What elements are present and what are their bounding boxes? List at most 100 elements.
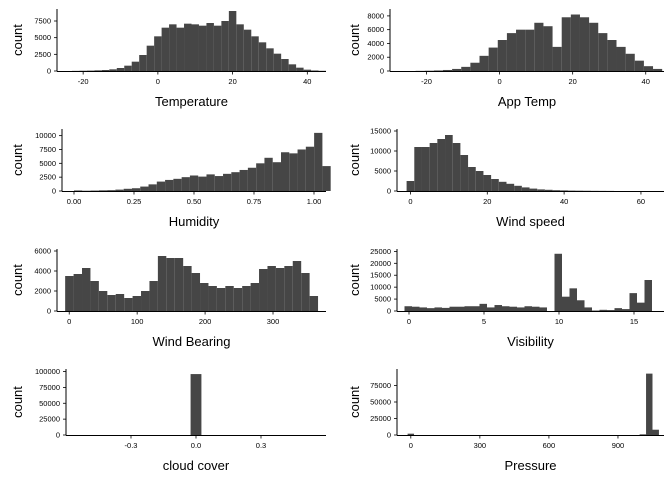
histogram-bar <box>314 132 323 192</box>
histogram-bar <box>73 274 83 311</box>
histogram-bar <box>123 188 132 191</box>
histogram-bar <box>452 143 461 191</box>
histogram-bar <box>457 306 465 311</box>
histogram-bar <box>543 26 553 71</box>
histogram-bar <box>470 62 480 71</box>
histogram-bar <box>625 53 635 71</box>
x-tick-label: -0.3 <box>125 441 138 450</box>
histogram-bar <box>437 139 446 191</box>
histogram-bar <box>292 261 302 311</box>
histogram-bar <box>570 14 580 71</box>
histogram-bar <box>225 286 234 311</box>
y-tick-label: 0 <box>387 187 391 196</box>
histogram-bar <box>190 374 202 435</box>
x-tick-label: 0.00 <box>67 197 82 206</box>
histogram-bar <box>592 310 600 312</box>
y-tick-label: 2500 <box>34 50 51 59</box>
histogram-bar <box>161 27 170 72</box>
histogram-bar <box>544 189 553 191</box>
histogram-bar <box>256 163 265 191</box>
histogram-bar <box>475 171 484 191</box>
histogram-bar <box>487 307 495 311</box>
histogram-bar <box>584 307 592 311</box>
histogram-bar <box>132 296 142 311</box>
x-tick-label: 900 <box>612 441 625 450</box>
histogram-bar <box>86 70 95 72</box>
histogram-bar <box>537 189 545 191</box>
histogram-bar <box>614 308 622 311</box>
histogram-bar <box>107 190 116 191</box>
histogram-bar <box>247 167 257 191</box>
histogram-bar <box>539 307 547 311</box>
histogram-bar <box>90 190 99 192</box>
x-tick-label: 0.3 <box>256 441 266 450</box>
histogram-bar <box>184 23 192 72</box>
histogram-bar <box>213 25 222 72</box>
histogram-bar <box>90 281 99 311</box>
histogram-bar <box>281 59 289 71</box>
chart-panel-7: 0 25000 50000 75000 100000 -0.3 0.0 0.3 cloud co… <box>10 367 326 473</box>
x-tick-label: 0 <box>67 317 71 326</box>
x-tick-label: 200 <box>199 317 212 326</box>
x-axis-title: Wind speed <box>496 214 565 229</box>
histogram-bar <box>479 55 489 71</box>
histogram-bar <box>452 68 462 71</box>
histogram-bar <box>524 306 532 311</box>
histogram-bar <box>577 300 585 311</box>
histogram-bar <box>468 167 476 191</box>
histogram-bar <box>221 21 229 71</box>
x-axis-title: Visibility <box>507 334 554 349</box>
x-tick-label: 0.75 <box>247 197 262 206</box>
x-tick-label: 600 <box>543 441 556 450</box>
y-tick-label: 100000 <box>35 367 60 376</box>
histogram-bar <box>424 70 434 72</box>
x-tick-label: 0.25 <box>127 197 142 206</box>
y-tick-label: 5000 <box>34 33 51 42</box>
histogram-bar <box>154 36 162 71</box>
x-tick-label: 40 <box>642 77 650 86</box>
histogram-bar <box>165 179 174 191</box>
histogram-bar <box>514 185 522 191</box>
histogram-bar <box>560 190 568 191</box>
histogram-bar <box>521 187 530 191</box>
x-axis-title: Pressure <box>504 458 556 473</box>
y-tick-label: 2000 <box>367 53 384 62</box>
y-tick-label: 25000 <box>370 414 391 423</box>
histogram-bar <box>419 307 427 311</box>
histogram-bar <box>173 178 182 191</box>
histogram-bar <box>259 269 268 311</box>
x-axis-title: App Temp <box>498 94 556 109</box>
histogram-bar <box>311 70 319 71</box>
chart-panel-3: 0 2500 5000 7500 10000 0.00 0.25 0.50 0.75 1.00 Hu… <box>10 129 331 229</box>
chart-panel-4: 0 5000 10000 15000 0 20 40 60 Wind speed count <box>347 127 664 229</box>
y-tick-label: 0 <box>56 431 60 440</box>
y-tick-label: 7500 <box>39 145 56 154</box>
histogram-bar <box>598 33 608 71</box>
y-axis-title: count <box>347 24 362 56</box>
histogram-bar <box>472 306 480 311</box>
x-tick-label: -20 <box>78 77 89 86</box>
histogram-bar <box>646 373 653 435</box>
histogram-bar <box>434 307 442 311</box>
histogram-bar <box>491 179 499 191</box>
chart-panel-5: 0 2000 4000 6000 0 100 200 300 Wind Bearing count <box>10 247 326 349</box>
histogram-bar <box>231 172 240 191</box>
histogram-bar <box>82 190 91 192</box>
histogram-bar <box>442 307 450 311</box>
histogram-bar <box>258 42 267 71</box>
y-tick-label: 2500 <box>39 173 56 182</box>
histogram-bar <box>407 433 415 435</box>
histogram-bar <box>552 46 562 71</box>
histogram-bar <box>146 45 155 71</box>
y-tick-label: 6000 <box>367 25 384 34</box>
histogram-bar <box>652 429 659 435</box>
histogram-bar <box>529 188 538 191</box>
histogram-bar <box>200 283 209 311</box>
y-axis-title: count <box>10 386 25 418</box>
histogram-bar <box>517 307 525 311</box>
histogram-bar <box>296 67 304 71</box>
histogram-bar <box>236 24 244 71</box>
x-tick-label: 5 <box>482 317 486 326</box>
histogram-bar <box>115 189 124 191</box>
x-tick-label: 40 <box>560 197 568 206</box>
